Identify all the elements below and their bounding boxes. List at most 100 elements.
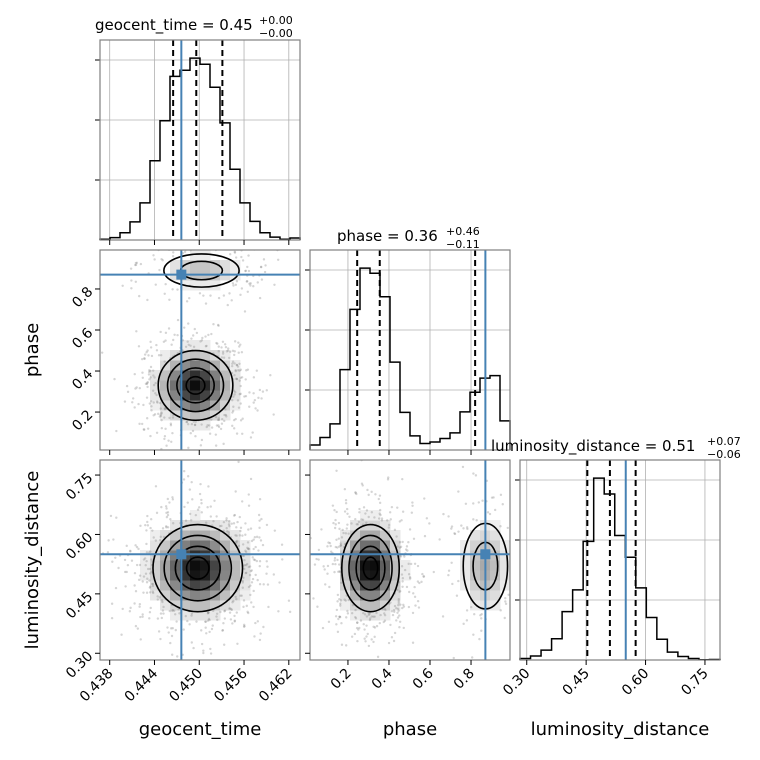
scatter-point — [252, 392, 255, 395]
scatter-point — [234, 490, 237, 493]
density-cell — [190, 250, 201, 261]
scatter-point — [442, 512, 445, 516]
scatter-point — [157, 630, 161, 633]
scatter-point — [208, 618, 211, 622]
scatter-point — [457, 490, 460, 493]
scatter-point — [236, 520, 239, 524]
scatter-point — [167, 439, 170, 442]
x-tick-label: 0.444 — [122, 665, 162, 705]
contour-line — [340, 523, 401, 613]
density-cell — [220, 380, 231, 391]
scatter-point — [215, 515, 218, 518]
scatter-point — [245, 369, 248, 372]
scatter-point — [237, 369, 240, 372]
scatter-point — [302, 598, 304, 600]
scatter-point — [143, 557, 147, 560]
scatter-point — [361, 518, 365, 521]
scatter-point — [334, 545, 337, 549]
scatter-point — [411, 611, 415, 615]
scatter-point — [157, 412, 160, 416]
scatter-point — [170, 440, 173, 444]
scatter-point — [224, 345, 228, 349]
contour-line — [176, 367, 215, 404]
scatter-point — [228, 607, 231, 610]
scatter-point — [125, 544, 128, 548]
scatter-point — [252, 589, 255, 593]
scatter-point — [159, 414, 163, 418]
scatter-point — [148, 617, 151, 620]
scatter-point — [233, 340, 237, 343]
density-cell — [340, 600, 351, 611]
scatter-point — [412, 592, 415, 595]
scatter-point — [418, 581, 421, 585]
scatter-point — [389, 601, 392, 604]
scatter-point — [335, 469, 338, 472]
scatter-point — [480, 612, 483, 616]
scatter-point — [372, 640, 375, 644]
scatter-point — [386, 478, 390, 481]
scatter-point — [228, 292, 231, 295]
scatter-point — [151, 389, 155, 392]
scatter-point — [413, 585, 416, 589]
density-cell — [190, 400, 201, 411]
scatter-point — [126, 390, 130, 394]
scatter-point — [397, 601, 400, 605]
scatter-point — [142, 428, 145, 431]
scatter-point — [353, 632, 357, 636]
scatter-point — [155, 400, 159, 403]
density-cell — [220, 390, 231, 401]
scatter-point — [135, 330, 138, 333]
scatter-point — [340, 581, 343, 584]
scatter-point — [481, 499, 484, 502]
density-cell — [190, 260, 201, 271]
contour-line — [174, 545, 221, 591]
scatter-point — [221, 340, 225, 343]
scatter-point — [515, 544, 517, 546]
scatter-point — [374, 493, 377, 496]
scatter-point — [234, 369, 238, 373]
scatter-point — [188, 296, 191, 300]
scatter-point — [378, 508, 382, 512]
scatter-point — [330, 550, 333, 553]
scatter-point — [242, 605, 245, 609]
scatter-point — [321, 626, 325, 630]
scatter-point — [158, 415, 162, 418]
scatter-point — [212, 609, 215, 613]
scatter-point — [233, 362, 236, 365]
scatter-point — [135, 386, 138, 389]
density-cell — [370, 560, 381, 571]
scatter-point — [223, 609, 227, 612]
density-cell — [150, 370, 161, 381]
scatter-point — [246, 265, 249, 269]
scatter-point — [204, 620, 207, 623]
density-cell — [220, 260, 231, 271]
scatter-point — [365, 521, 368, 525]
histogram-step-phase — [309, 267, 511, 450]
title-phase: phase = 0.36 — [337, 227, 438, 245]
scatter-point — [174, 628, 177, 632]
scatter-point — [140, 357, 144, 361]
scatter-point — [226, 349, 230, 352]
scatter-point — [343, 598, 346, 601]
scatter-point — [230, 608, 233, 612]
scatter-point — [360, 518, 363, 521]
scatter-point — [356, 639, 359, 643]
scatter-point — [133, 571, 137, 575]
density-cell — [190, 350, 201, 361]
scatter-point — [137, 345, 141, 348]
scatter-point — [210, 418, 213, 421]
scatter-point — [479, 614, 482, 617]
scatter-point — [229, 350, 232, 353]
scatter-point — [183, 326, 186, 329]
scatter-point — [333, 570, 336, 574]
density-cell — [180, 520, 191, 531]
density-cell — [210, 600, 221, 611]
density-cell — [180, 400, 191, 411]
density-cell — [360, 530, 371, 541]
scatter-point — [222, 442, 225, 446]
scatter-point — [190, 612, 194, 615]
axes-frame — [309, 249, 511, 451]
density-cell — [160, 350, 171, 361]
scatter-point — [365, 509, 369, 512]
scatter-point — [416, 580, 420, 583]
